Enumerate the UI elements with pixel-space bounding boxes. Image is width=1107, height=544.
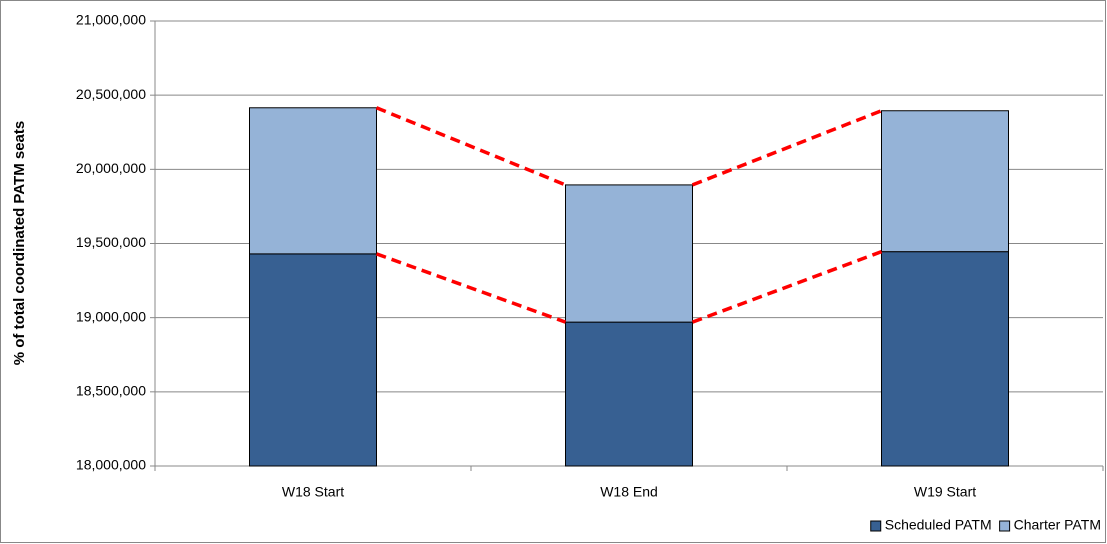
y-tick-label: 19,500,000: [76, 234, 146, 250]
connector-line: [375, 252, 567, 324]
connector-line: [691, 109, 883, 187]
legend-swatch: [999, 520, 1011, 532]
bar-segment: [881, 110, 1009, 253]
legend-swatch: [870, 520, 882, 532]
y-tick-label: 21,000,000: [76, 12, 146, 28]
y-tick-label: 18,500,000: [76, 383, 146, 399]
connector-line: [691, 250, 883, 324]
bar-segment: [249, 253, 377, 467]
y-tick-label: 20,000,000: [76, 160, 146, 176]
x-tick-label: W19 Start: [914, 484, 976, 500]
bar-segment: [565, 184, 693, 323]
legend-label: Charter PATM: [1014, 517, 1101, 533]
bar-segment: [881, 251, 1009, 467]
bar-segment: [565, 321, 693, 467]
y-tick-label: 19,000,000: [76, 308, 146, 324]
y-tick-label: 20,500,000: [76, 86, 146, 102]
legend-label: Scheduled PATM: [885, 517, 992, 533]
connector-line: [375, 106, 567, 187]
bar-segment: [249, 107, 377, 255]
y-tick-label: 18,000,000: [76, 457, 146, 473]
x-tick-label: W18 Start: [282, 484, 344, 500]
y-axis-title: % of total coordinated PATM seats: [11, 121, 28, 365]
x-tick-label: W18 End: [600, 484, 658, 500]
